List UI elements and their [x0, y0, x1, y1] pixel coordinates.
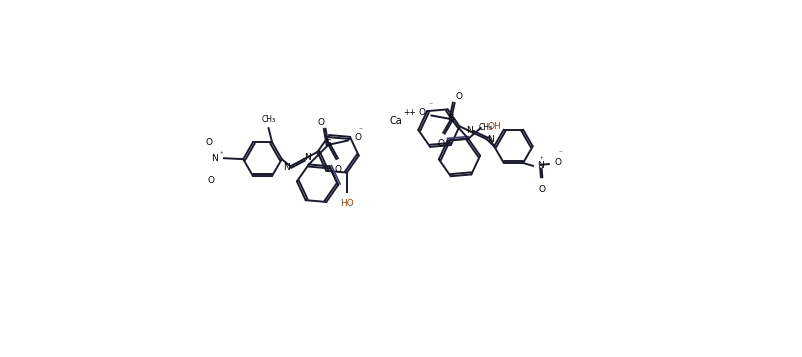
Text: ⁺: ⁺ — [540, 157, 544, 163]
Text: O: O — [418, 108, 425, 117]
Text: CH₃: CH₃ — [478, 123, 492, 132]
Text: Ca: Ca — [389, 116, 402, 126]
Text: ++: ++ — [403, 108, 415, 117]
Text: O: O — [554, 158, 561, 167]
Text: O: O — [334, 166, 342, 175]
Text: O: O — [456, 92, 463, 101]
Text: N: N — [537, 161, 544, 170]
Text: S: S — [448, 114, 454, 122]
Text: O: O — [208, 176, 215, 185]
Text: ⁺: ⁺ — [219, 152, 223, 158]
Text: N: N — [211, 154, 217, 162]
Text: HO: HO — [340, 198, 354, 208]
Text: O: O — [538, 185, 545, 194]
Text: ⁻: ⁻ — [358, 125, 362, 134]
Text: CH₃: CH₃ — [261, 115, 276, 124]
Text: O: O — [318, 118, 325, 127]
Text: O: O — [354, 133, 362, 142]
Text: N: N — [304, 152, 311, 161]
Text: N: N — [487, 135, 493, 144]
Text: N: N — [466, 126, 473, 135]
Text: N: N — [283, 162, 290, 171]
Text: ⁻: ⁻ — [559, 149, 563, 158]
Text: ⁻: ⁻ — [428, 100, 432, 109]
Text: OH: OH — [488, 122, 501, 131]
Text: S: S — [326, 139, 331, 148]
Text: O: O — [438, 139, 445, 148]
Text: O: O — [205, 139, 212, 147]
